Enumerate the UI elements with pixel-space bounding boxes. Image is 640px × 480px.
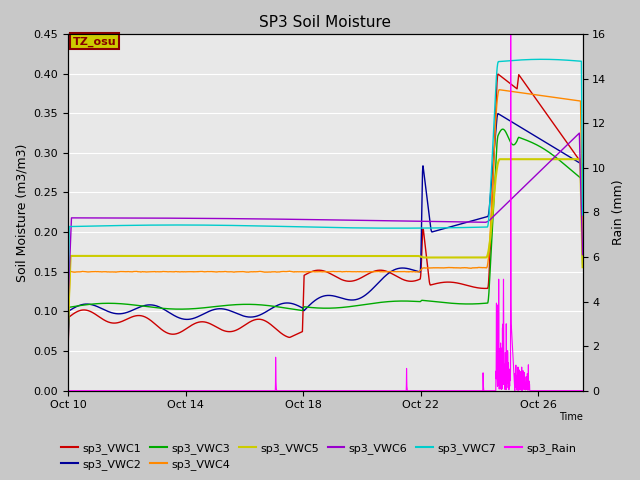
Y-axis label: Rain (mm): Rain (mm) <box>612 180 625 245</box>
Text: TZ_osu: TZ_osu <box>72 36 116 47</box>
Title: SP3 Soil Moisture: SP3 Soil Moisture <box>259 15 391 30</box>
Legend: sp3_VWC1, sp3_VWC2, sp3_VWC3, sp3_VWC4, sp3_VWC5, sp3_VWC6, sp3_VWC7, sp3_Rain: sp3_VWC1, sp3_VWC2, sp3_VWC3, sp3_VWC4, … <box>57 438 581 474</box>
X-axis label: Time: Time <box>559 412 582 422</box>
Y-axis label: Soil Moisture (m3/m3): Soil Moisture (m3/m3) <box>15 143 28 281</box>
